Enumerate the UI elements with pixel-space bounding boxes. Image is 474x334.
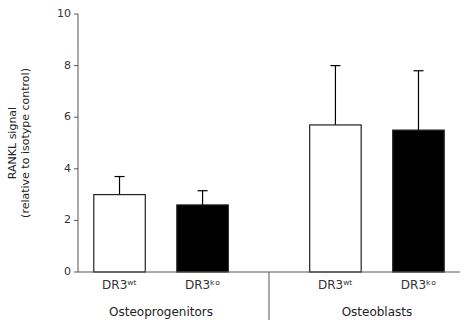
y-tick bbox=[74, 220, 78, 221]
group-label: Osteoblasts bbox=[342, 305, 413, 319]
y-tick-label: 8 bbox=[64, 59, 71, 72]
y-axis-label-line: (relative to isotype control) bbox=[19, 68, 32, 218]
x-tick-label: DR3ʷᵗ bbox=[318, 278, 353, 292]
y-tick-label: 0 bbox=[64, 265, 71, 278]
bar bbox=[94, 195, 145, 272]
y-tick bbox=[74, 65, 78, 66]
chart: 0 2 4 6 8 10 RANKL signal(relative to isotype … bbox=[0, 0, 474, 334]
y-tick bbox=[74, 117, 78, 118]
bar bbox=[177, 205, 228, 272]
x-tick-label: DR3ʷᵗ bbox=[102, 278, 137, 292]
y-axis-line bbox=[78, 14, 79, 272]
y-axis-label: RANKL signal(relative to isotype control… bbox=[6, 68, 32, 218]
bars bbox=[115, 66, 424, 220]
error-cap bbox=[413, 70, 423, 71]
y-tick-label: 4 bbox=[64, 162, 71, 175]
y-tick bbox=[74, 168, 78, 169]
group-divider bbox=[269, 272, 270, 320]
y-axis-label-line: RANKL signal bbox=[6, 107, 19, 179]
y-tick-label: 10 bbox=[57, 7, 71, 20]
error-cap bbox=[198, 190, 208, 191]
x-tick-label: DR3ᵏᵒ bbox=[185, 278, 220, 292]
error-cap bbox=[115, 176, 125, 177]
y-tick bbox=[74, 272, 78, 273]
error-cap bbox=[330, 65, 340, 66]
bar bbox=[393, 130, 444, 272]
x-tick-label: DR3ᵏᵒ bbox=[401, 278, 436, 292]
y-tick-label: 2 bbox=[64, 213, 71, 226]
bar bbox=[310, 125, 361, 272]
y-tick-label: 6 bbox=[64, 110, 71, 123]
group-label: Osteoprogenitors bbox=[109, 305, 213, 319]
y-tick bbox=[74, 14, 78, 15]
